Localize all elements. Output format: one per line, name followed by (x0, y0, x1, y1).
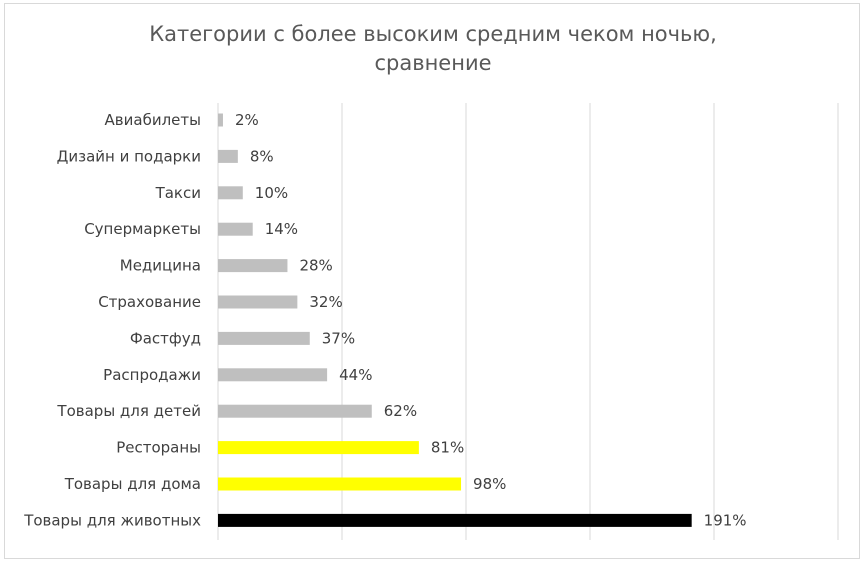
value-label-1: 8% (250, 147, 274, 165)
category-label-7: Распродажи (103, 366, 201, 384)
category-label-5: Страхование (98, 293, 201, 311)
category-label-10: Товары для дома (64, 475, 201, 493)
category-labels: Авиабилеты Дизайн и подарки Такси Супермарк… (23, 111, 201, 529)
category-label-11: Товары для животных (23, 511, 201, 529)
category-label-4: Медицина (120, 257, 201, 275)
gridlines (217, 103, 839, 540)
bar-1 (218, 149, 238, 163)
bar-8 (218, 404, 372, 418)
bar-0 (218, 113, 223, 127)
bar-5 (218, 295, 298, 309)
value-label-4: 28% (299, 257, 332, 275)
chart-title-line-2: сравнение (374, 51, 492, 75)
bar-11 (218, 513, 692, 527)
chart-title: Категории с более высоким средним чеком … (0, 20, 866, 78)
value-label-6: 37% (322, 329, 355, 347)
value-label-7: 44% (339, 366, 372, 384)
category-label-3: Супермаркеты (84, 220, 201, 238)
bar-7 (218, 368, 328, 382)
value-label-8: 62% (384, 402, 417, 420)
bars (218, 113, 692, 527)
category-label-6: Фастфуд (130, 329, 201, 347)
bar-9 (218, 441, 419, 455)
value-label-10: 98% (473, 475, 506, 493)
bar-3 (218, 222, 253, 236)
value-label-11: 191% (704, 511, 747, 529)
bar-10 (218, 477, 462, 491)
chart-frame (4, 3, 860, 559)
value-label-9: 81% (431, 439, 464, 457)
bar-6 (218, 331, 310, 345)
category-label-1: Дизайн и подарки (57, 147, 201, 165)
bar-2 (218, 186, 243, 200)
value-label-5: 32% (309, 293, 342, 311)
value-label-0: 2% (235, 111, 259, 129)
category-label-2: Такси (155, 184, 201, 202)
category-label-9: Рестораны (116, 439, 201, 457)
bar-4 (218, 259, 288, 273)
value-labels: 2% 8% 10% 14% 28% 32% 37% 44% 62% 81% 98% 191% (235, 111, 747, 529)
value-label-2: 10% (255, 184, 288, 202)
chart-title-line-1: Категории с более высоким средним чеком … (149, 22, 717, 46)
category-label-0: Авиабилеты (105, 111, 201, 129)
value-label-3: 14% (265, 220, 298, 238)
category-label-8: Товары для детей (56, 402, 201, 420)
